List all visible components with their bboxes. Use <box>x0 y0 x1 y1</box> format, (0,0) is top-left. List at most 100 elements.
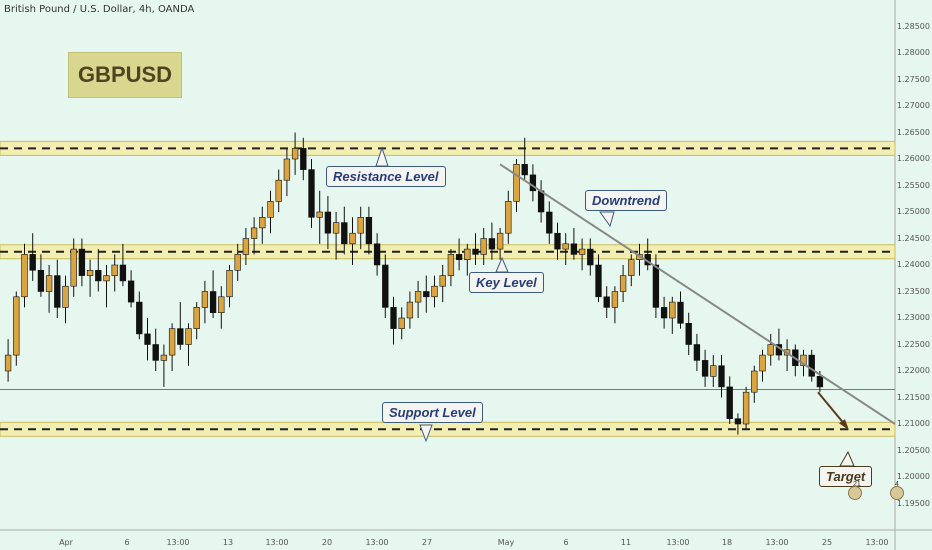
news-icon[interactable] <box>890 486 904 500</box>
symbol-badge: GBPUSD <box>68 52 182 98</box>
news-count: 4 <box>895 481 899 488</box>
instrument-title: British Pound / U.S. Dollar, 4h, OANDA <box>4 4 195 15</box>
target-pointer <box>839 450 855 467</box>
downtrend-line <box>499 163 896 425</box>
candle-body <box>398 317 405 329</box>
candle-body <box>734 418 742 425</box>
candle-body <box>669 301 676 319</box>
resistance-label: Resistance Level <box>326 166 446 187</box>
candle-body <box>677 301 684 324</box>
candle-body <box>275 179 282 202</box>
candle-body <box>111 264 118 276</box>
candle-body <box>652 264 660 308</box>
candle-body <box>693 344 701 361</box>
downtrend-label: Downtrend <box>585 190 667 211</box>
candle-body <box>193 307 200 329</box>
candle-body <box>619 275 627 292</box>
x-tick-label: 27 <box>421 538 433 547</box>
x-tick-label: 13:00 <box>166 538 190 547</box>
x-tick-label: 13:00 <box>365 538 389 547</box>
y-tick-label: 1.25000 <box>896 207 930 216</box>
candle-body <box>54 275 61 308</box>
x-tick-label: Apr <box>59 538 73 547</box>
candle-body <box>628 259 635 276</box>
candle-body <box>759 354 766 372</box>
candle-body <box>513 164 520 202</box>
candle-body <box>595 264 602 298</box>
candle-body <box>13 296 20 356</box>
candle-body <box>62 285 69 308</box>
candle-body <box>177 328 184 345</box>
y-tick-label: 1.24500 <box>896 233 930 243</box>
candle-body <box>291 148 299 160</box>
level-zone <box>0 140 896 156</box>
candle-body <box>324 211 332 234</box>
candle-body <box>234 254 241 271</box>
candle-body <box>283 158 291 181</box>
x-tick-label: 13 <box>222 538 234 547</box>
y-tick-label: 1.27500 <box>896 74 930 84</box>
candle-body <box>414 291 422 303</box>
candle-body <box>316 211 323 218</box>
candle-body <box>78 248 86 276</box>
y-tick-label: 1.22000 <box>896 366 930 375</box>
candle-body <box>570 243 578 255</box>
candle-body <box>767 344 774 356</box>
candle-body <box>382 264 389 308</box>
candle-body <box>431 285 438 298</box>
x-tick-label: May <box>497 538 515 547</box>
y-tick-label: 1.24000 <box>896 260 930 269</box>
candle-body <box>603 296 610 308</box>
candle-body <box>29 254 36 271</box>
candle-body <box>349 232 356 245</box>
candle-body <box>357 217 364 234</box>
candle-body <box>144 333 151 345</box>
candle-body <box>496 232 504 250</box>
target-arrowhead <box>839 419 849 431</box>
y-tick-label: 1.26500 <box>896 127 930 137</box>
candle-body <box>505 201 512 234</box>
candle-body <box>406 301 414 319</box>
y-tick-label: 1.23500 <box>896 286 930 296</box>
x-tick-label: 11 <box>620 538 632 547</box>
candle-body <box>259 217 266 229</box>
candle-body <box>37 269 45 292</box>
candle-body <box>185 328 192 345</box>
candle-body <box>578 248 586 255</box>
candle-body <box>447 254 455 276</box>
candle-body <box>332 222 340 234</box>
y-tick-label: 1.28500 <box>896 21 930 31</box>
candle-body <box>488 238 496 250</box>
candle-body <box>439 275 446 287</box>
candle-body <box>751 370 758 393</box>
candle-body <box>226 269 233 298</box>
target-label: Target <box>819 466 873 487</box>
x-tick-label: 6 <box>563 538 569 547</box>
candle-body <box>152 344 159 361</box>
candle-body <box>341 222 348 245</box>
y-tick-label: 1.27000 <box>896 101 930 110</box>
candle-body <box>308 169 315 218</box>
candle-body <box>554 232 561 250</box>
candle-body <box>587 248 594 266</box>
candle-body <box>218 296 225 313</box>
candle-body <box>95 269 102 282</box>
candle-body <box>119 264 127 282</box>
x-tick-label: 25 <box>821 538 833 547</box>
y-tick-label: 1.19500 <box>896 498 930 508</box>
candle-body <box>103 275 110 282</box>
x-tick-label: 20 <box>321 538 333 547</box>
ideas-icon[interactable] <box>848 486 862 500</box>
candle-body <box>611 291 619 308</box>
y-tick-label: 1.23000 <box>896 313 930 322</box>
y-tick-label: 1.26000 <box>896 154 930 163</box>
support-label: Support Level <box>382 402 483 423</box>
candle-body <box>800 354 807 367</box>
candle-body <box>127 280 135 303</box>
candle-body <box>521 164 528 176</box>
candle-body <box>685 322 692 345</box>
candle-body <box>201 291 209 308</box>
candle-body <box>537 190 545 213</box>
